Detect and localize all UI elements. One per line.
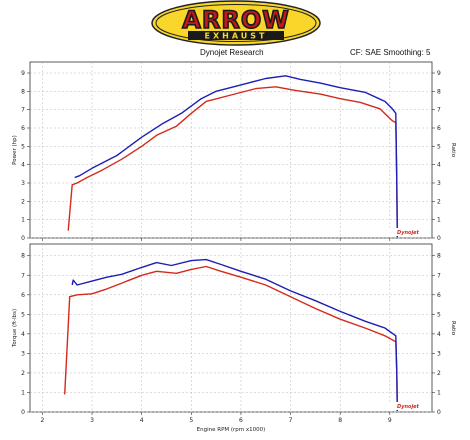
power-brand-badge bbox=[386, 228, 430, 236]
torque-y2-tick-label: 6 bbox=[437, 292, 441, 299]
torque-y-tick-label: 7 bbox=[21, 272, 25, 279]
power-y-tick-label: 8 bbox=[21, 88, 25, 95]
torque-y2-tick-label: 7 bbox=[437, 272, 441, 279]
torque-x-tick-label: 5 bbox=[189, 417, 193, 424]
power-y-tick-label: 6 bbox=[21, 125, 25, 132]
power-y-tick-label: 3 bbox=[21, 180, 25, 187]
power-y2-tick-label: 5 bbox=[437, 143, 441, 150]
logo-wordmark: ARROW bbox=[182, 6, 289, 34]
torque-y2-tick-label: 0 bbox=[437, 409, 441, 416]
power-y2-tick-label: 0 bbox=[437, 235, 441, 242]
power-panel: 0 0 1 1 2 2 3 3 4 4 5 5 6 6 7 7 8 8 9 9 Power (hp) Ratio Dynoj… bbox=[12, 61, 456, 242]
power-y-tick-label: 1 bbox=[21, 217, 25, 224]
power-y2-tick-label: 1 bbox=[437, 217, 441, 224]
torque-red-run-line bbox=[64, 265, 398, 412]
power-y2-tick-label: 6 bbox=[437, 125, 441, 132]
power-y2-tick-label: 8 bbox=[437, 88, 441, 95]
torque-y-tick-label: 5 bbox=[21, 311, 25, 318]
torque-y-tick-label: 8 bbox=[21, 253, 25, 260]
power-brand-mark: Dynojet bbox=[397, 230, 420, 236]
torque-y2-tick-label: 8 bbox=[437, 253, 441, 260]
torque-x-tick-label: 9 bbox=[388, 417, 392, 424]
power-y-axis-label: Power (hp) bbox=[12, 135, 18, 165]
torque-y2-tick-label: 3 bbox=[437, 350, 441, 357]
power-y-tick-label: 5 bbox=[21, 143, 25, 150]
torque-x-tick-label: 4 bbox=[140, 417, 144, 424]
torque-y-tick-label: 1 bbox=[21, 389, 25, 396]
correction-factor-label: CF: SAE Smoothing: 5 bbox=[350, 48, 431, 57]
arrow-exhaust-logo: ARROW EXHAUST bbox=[151, 0, 321, 46]
torque-y-tick-label: 0 bbox=[21, 409, 25, 416]
power-blue-run-line bbox=[74, 75, 398, 238]
power-y-tick-label: 9 bbox=[21, 70, 25, 77]
torque-panel: 0 0 1 1 2 2 3 3 4 4 5 5 6 6 7 7 8 8 2 3 4 5 6 7 8 9 Torque (ft-lbs… bbox=[12, 243, 456, 433]
logo-subtext: EXHAUST bbox=[205, 32, 268, 41]
power-y2-tick-label: 2 bbox=[437, 198, 441, 205]
power-red-run-line bbox=[67, 86, 398, 238]
power-y-tick-label: 2 bbox=[21, 198, 25, 205]
power-y2-tick-label: 7 bbox=[437, 107, 441, 114]
torque-y-axis-label: Torque (ft-lbs) bbox=[12, 309, 18, 348]
torque-x-tick-label: 6 bbox=[239, 417, 243, 424]
power-y-tick-label: 0 bbox=[21, 235, 25, 242]
torque-x-tick-label: 3 bbox=[90, 417, 94, 424]
torque-y2-tick-label: 5 bbox=[437, 311, 441, 318]
torque-y2-tick-label: 4 bbox=[437, 331, 441, 338]
torque-y2-tick-label: 1 bbox=[437, 389, 441, 396]
power-y2-axis-label: Ratio bbox=[450, 143, 456, 158]
torque-brand-badge bbox=[386, 402, 430, 410]
torque-blue-run-line bbox=[71, 258, 398, 412]
torque-y2-tick-label: 2 bbox=[437, 370, 441, 377]
power-y2-tick-label: 4 bbox=[437, 162, 441, 169]
power-y2-tick-label: 9 bbox=[437, 70, 441, 77]
torque-x-axis-label: Engine RPM (rpm x1000) bbox=[197, 427, 266, 433]
torque-x-tick-label: 7 bbox=[289, 417, 293, 424]
torque-y-tick-label: 6 bbox=[21, 292, 25, 299]
power-y-tick-label: 4 bbox=[21, 162, 25, 169]
torque-plot-frame bbox=[29, 243, 433, 413]
dyno-title: Dynojet Research bbox=[200, 48, 264, 57]
power-y-tick-label: 7 bbox=[21, 107, 25, 114]
torque-y2-axis-label: Ratio bbox=[450, 321, 456, 336]
torque-brand-mark: Dynojet bbox=[397, 404, 420, 410]
torque-y-tick-label: 4 bbox=[21, 331, 25, 338]
torque-x-tick-label: 2 bbox=[40, 417, 44, 424]
power-y2-tick-label: 3 bbox=[437, 180, 441, 187]
torque-y-tick-label: 3 bbox=[21, 350, 25, 357]
power-plot-frame bbox=[29, 61, 433, 239]
torque-x-tick-label: 8 bbox=[338, 417, 342, 424]
torque-y-tick-label: 2 bbox=[21, 370, 25, 377]
